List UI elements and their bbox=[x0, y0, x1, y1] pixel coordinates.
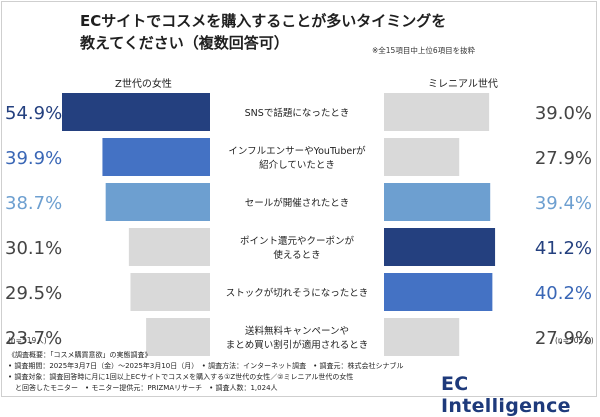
left-group-label: Z世代の女性 bbox=[115, 79, 172, 90]
brand-logo: EC Intelligence bbox=[441, 373, 571, 417]
data-label-right: 39.0% bbox=[535, 103, 592, 124]
data-label-right: 39.4% bbox=[535, 193, 592, 214]
subnote: ※全15項目中上位6項目を抜粋 bbox=[372, 46, 476, 55]
data-label-left: 23.7% bbox=[5, 328, 62, 349]
footnote-line: • 調査対象：調査回答時に月に1回以上ECサイトでコスメを購入する①Z世代の女性… bbox=[8, 373, 354, 381]
bar-left bbox=[130, 273, 210, 311]
footnote-heading: 《調査概要：「コスメ購買意欲」の実態調査》 bbox=[8, 351, 152, 359]
bar-left bbox=[62, 93, 210, 131]
left-n-label: (n=519人) bbox=[8, 336, 47, 345]
right-group-label: ミレニアル世代 bbox=[428, 79, 498, 90]
butterfly-bar-chart: 54.9% 39.0% SNSで話題になったとき 39.9% 27.9% インフルエンサー… bbox=[5, 93, 592, 356]
data-label-right: 27.9% bbox=[535, 328, 592, 349]
data-label-right: 41.2% bbox=[535, 238, 592, 259]
chart-title: ECサイトでコスメを購入することが多いタイミングを 教えてください（複数回答可） bbox=[80, 10, 520, 54]
footnote-line: • 調査期間：2025年3月7日（金）〜2025年3月10日（月） • 調査方法… bbox=[8, 362, 404, 370]
bar-left bbox=[146, 318, 210, 356]
data-label-left: 30.1% bbox=[5, 238, 62, 259]
bar-right bbox=[384, 138, 460, 176]
footnotes: 《調査概要：「コスメ購買意欲」の実態調査》 • 調査期間：2025年3月7日（金… bbox=[8, 350, 448, 394]
bar-right bbox=[384, 318, 460, 356]
title-line-2: 教えてください（複数回答可） bbox=[80, 34, 289, 52]
category-label: まとめ買い割引が適用されるとき bbox=[226, 339, 369, 351]
category-label: 紹介していたとき bbox=[259, 159, 335, 171]
category-label: SNSで話題になったとき bbox=[245, 107, 350, 119]
data-label-left: 54.9% bbox=[5, 103, 62, 124]
footnote-line: と回答したモニター • モニター提供元：PRIZMAリサーチ • 調査人数：1,… bbox=[8, 384, 278, 392]
data-label-left: 39.9% bbox=[5, 148, 62, 169]
bar-left bbox=[105, 183, 210, 221]
data-label-left: 29.5% bbox=[5, 283, 62, 304]
title-line-1: ECサイトでコスメを購入することが多いタイミングを bbox=[80, 12, 447, 30]
category-label: ストックが切れそうになったとき bbox=[226, 287, 369, 299]
bar-right bbox=[384, 273, 493, 311]
figure-frame bbox=[1, 1, 597, 397]
category-label: ポイント還元やクーポンが bbox=[240, 235, 355, 247]
data-label-right: 40.2% bbox=[535, 283, 592, 304]
bar-right bbox=[384, 93, 490, 131]
category-label: インフルエンサーやYouTuberが bbox=[228, 145, 366, 157]
category-label: 使えるとき bbox=[273, 249, 320, 261]
category-label: 送料無料キャンペーンや bbox=[245, 325, 349, 337]
bar-right bbox=[384, 183, 491, 221]
bar-left bbox=[102, 138, 210, 176]
bar-left bbox=[128, 228, 210, 266]
right-n-label: (n=505人) bbox=[555, 336, 594, 345]
category-label: セールが開催されたとき bbox=[245, 197, 350, 209]
data-label-right: 27.9% bbox=[535, 148, 592, 169]
data-label-left: 38.7% bbox=[5, 193, 62, 214]
bar-right bbox=[384, 228, 496, 266]
